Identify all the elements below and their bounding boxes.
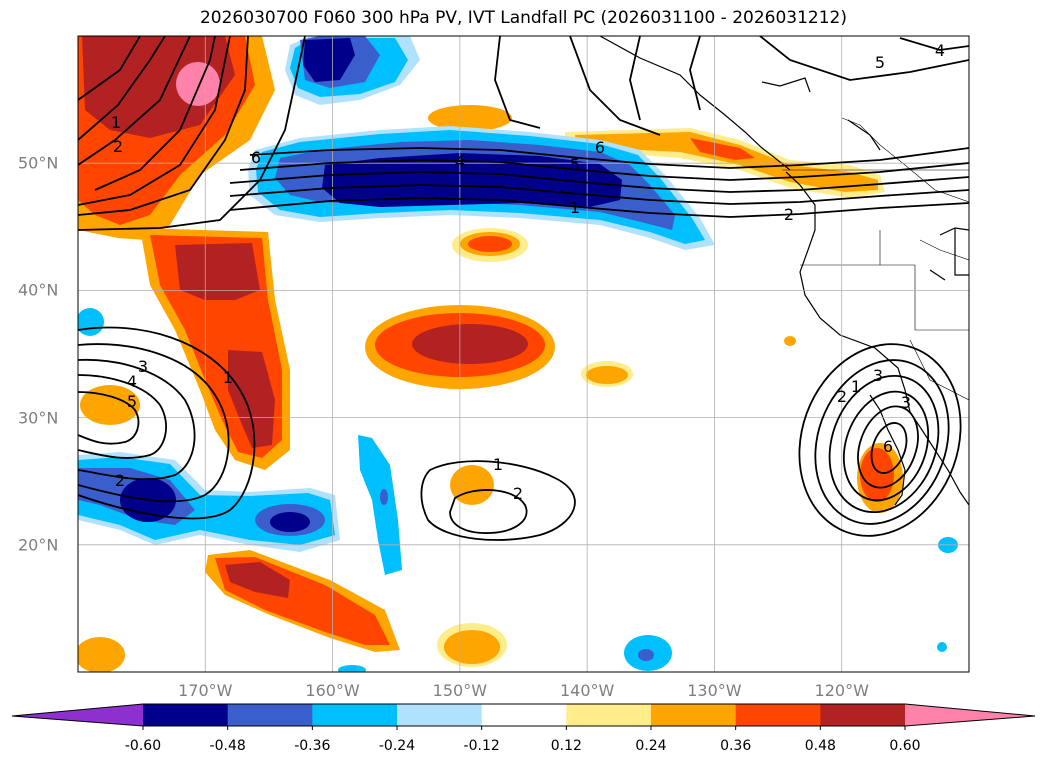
longitude-label: 120°W (814, 681, 869, 700)
colorbar-tick-label: 0.12 (550, 738, 582, 754)
colorbar-tick-label: -0.12 (463, 738, 500, 754)
contour-label: 2 (784, 205, 794, 224)
pv-positive-blob (78, 637, 125, 672)
latitude-label: 20°N (18, 535, 59, 555)
colorbar-segment (227, 704, 313, 726)
pv-negative-north-max (303, 38, 355, 82)
coastlines (599, 36, 969, 506)
pv-positive-tail-max-south (228, 350, 275, 448)
pv-positive-blob (450, 465, 494, 505)
pv-anomaly-fills (78, 36, 958, 672)
contour-label: 5 (570, 155, 580, 174)
contour-label: 2 (513, 484, 523, 503)
longitude-label: 150°W (432, 681, 488, 700)
ivt-contours (78, 36, 969, 541)
contour-label: 2 (113, 137, 123, 156)
colorbar-segment (566, 704, 652, 726)
pv-positive-max-northwest (82, 36, 235, 138)
contour-label: 1 (851, 377, 861, 396)
pv-negative-blob-core (638, 649, 654, 661)
colorbar-segment (820, 704, 906, 726)
pv-negative-hawaii (358, 435, 402, 575)
colorbar-tick-label: -0.60 (124, 738, 162, 754)
colorbar-segment (312, 704, 398, 726)
pv-positive-blob-core (586, 366, 628, 384)
colorbar-tick-label: -0.36 (294, 738, 331, 754)
contour-label: 3 (873, 366, 883, 385)
pv-negative-blob (338, 665, 366, 672)
pv-positive-blob (428, 105, 512, 131)
contour-label: 5 (127, 392, 137, 411)
contour-label: 4 (455, 152, 465, 171)
figure-title: 2026030700 F060 300 hPa PV, IVT Landfall… (199, 8, 847, 28)
colorbar-extend-max (905, 704, 1035, 726)
colorbar-segment (397, 704, 483, 726)
contour-label: 4 (935, 41, 945, 60)
longitude-label: 140°W (559, 681, 615, 700)
colorbar-tick-label: 0.48 (804, 738, 836, 754)
contour-label: 5 (875, 53, 885, 72)
pv-positive-central-max (412, 324, 528, 364)
pv-negative-blob (937, 642, 947, 652)
colorbar-segment (481, 704, 567, 726)
colorbar-segment (651, 704, 737, 726)
contour-label: 2 (115, 471, 125, 490)
colorbar-tick-label: -0.24 (378, 738, 416, 754)
contour-label: 1 (493, 455, 503, 474)
pv-positive-peak-northwest (176, 62, 220, 106)
colorbar-segment (735, 704, 821, 726)
contour-label: 6 (883, 437, 893, 456)
contour-label: 1 (111, 113, 121, 132)
pv-positive-northeast-band-max (690, 138, 755, 160)
pv-positive-blob-core (444, 630, 500, 664)
colorbar-tick-label: -0.48 (209, 738, 246, 754)
contour-label: 2 (837, 387, 847, 406)
colorbar-tick-label: 0.24 (635, 738, 667, 754)
map-frame (77, 35, 970, 673)
contour-label: 3 (138, 357, 148, 376)
latitude-label: 50°N (18, 153, 59, 173)
colorbar-extend-min (12, 704, 143, 726)
colorbar-tick-label: 0.36 (720, 738, 752, 754)
pv-positive-blob (80, 385, 140, 425)
pv-positive-tail-max (175, 243, 260, 300)
pv-negative-southwest-max (270, 512, 310, 532)
pv-positive-blob-max (468, 236, 512, 252)
colorbar (11, 703, 1036, 730)
longitude-label: 170°W (178, 681, 233, 700)
latitude-label: 30°N (18, 408, 59, 428)
contour-label: 4 (127, 372, 137, 391)
contour-label: 1 (223, 368, 233, 387)
contour-label: 3 (901, 393, 911, 412)
pv-positive-south-max (225, 562, 290, 598)
pv-positive-blob (784, 336, 796, 346)
contour-label: 6 (595, 138, 605, 157)
pv-negative-hawaii-core (380, 489, 388, 505)
longitude-label: 130°W (687, 681, 742, 700)
longitude-label: 160°W (305, 681, 360, 700)
latitude-label: 40°N (18, 280, 59, 300)
contour-label: 1 (570, 198, 580, 217)
pv-positive-baja-core (860, 448, 894, 502)
colorbar-segment (143, 704, 229, 726)
ivt-contour-labels: 1 2 6 4 5 1 6 2 5 4 3 4 5 1 2 1 2 2 1 3 … (111, 41, 945, 503)
pv-negative-blob (78, 308, 104, 336)
contour-label: 6 (251, 148, 261, 167)
colorbar-tick-label: 0.60 (889, 738, 921, 754)
